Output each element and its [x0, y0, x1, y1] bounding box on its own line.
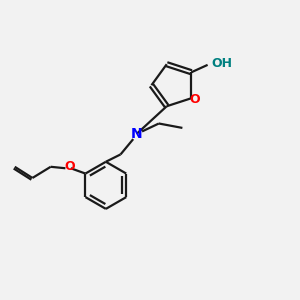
Text: O: O — [190, 93, 200, 106]
Text: N: N — [131, 127, 142, 141]
Text: OH: OH — [211, 57, 232, 70]
Text: O: O — [64, 160, 75, 173]
